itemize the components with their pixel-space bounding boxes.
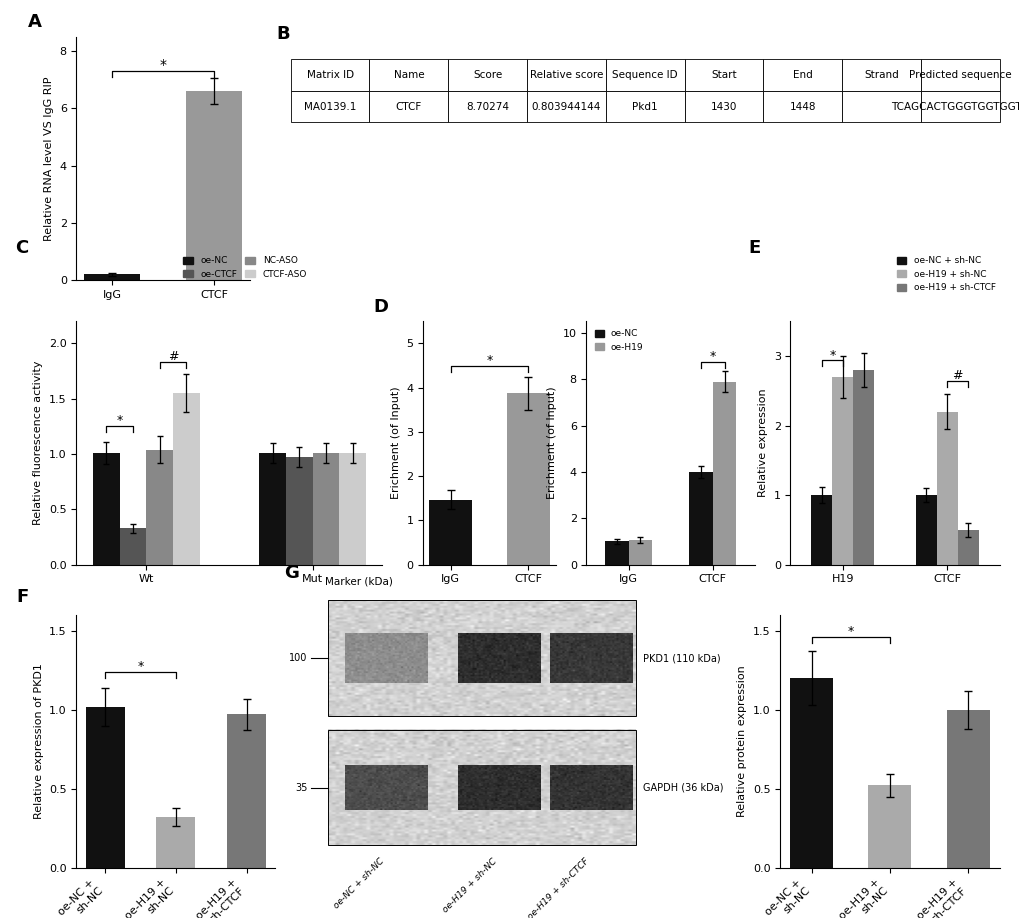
Bar — [86, 707, 124, 868]
Legend: oe-NC + sh-NC, oe-H19 + sh-NC, oe-H19 + sh-CTCF: oe-NC + sh-NC, oe-H19 + sh-NC, oe-H19 + … — [893, 252, 999, 297]
Bar — [429, 499, 472, 565]
Text: PKD1 (110 kDa): PKD1 (110 kDa) — [642, 654, 719, 663]
Bar — [93, 453, 119, 565]
Bar — [712, 382, 736, 565]
Bar — [85, 274, 141, 280]
Bar — [689, 472, 712, 565]
Bar — [259, 453, 285, 565]
Text: GAPDH (36 kDa): GAPDH (36 kDa) — [642, 783, 722, 792]
Bar — [628, 540, 651, 565]
Text: *: * — [709, 350, 715, 363]
Text: oe-H19 + sh-CTCF: oe-H19 + sh-CTCF — [526, 856, 591, 918]
Text: E: E — [748, 240, 760, 257]
Bar — [146, 450, 173, 565]
Text: B: B — [276, 25, 289, 43]
Bar — [328, 600, 635, 716]
Text: G: G — [283, 565, 299, 582]
Text: D: D — [373, 297, 387, 316]
Text: #: # — [167, 350, 178, 363]
Y-axis label: Erichment (of Input): Erichment (of Input) — [546, 386, 556, 499]
Bar — [915, 495, 936, 565]
Bar — [339, 453, 366, 565]
Bar — [185, 91, 242, 280]
Text: *: * — [116, 414, 122, 427]
Text: A: A — [28, 13, 42, 31]
Bar — [790, 678, 833, 868]
Text: *: * — [828, 349, 835, 362]
Bar — [604, 542, 628, 565]
Text: #: # — [952, 369, 962, 383]
Y-axis label: Relative RNA level VS IgG RIP: Relative RNA level VS IgG RIP — [44, 76, 54, 241]
Y-axis label: Relative expression: Relative expression — [757, 388, 767, 498]
Text: oe-NC + sh-NC: oe-NC + sh-NC — [332, 856, 386, 911]
Bar — [853, 370, 873, 565]
Legend: oe-NC, oe-CTCF, NC-ASO, CTCF-ASO: oe-NC, oe-CTCF, NC-ASO, CTCF-ASO — [178, 252, 311, 283]
Text: 35: 35 — [296, 783, 308, 792]
Y-axis label: Relative protein expression: Relative protein expression — [737, 666, 747, 817]
Text: 100: 100 — [289, 654, 308, 663]
Bar — [811, 495, 832, 565]
Bar — [173, 393, 200, 565]
Bar — [328, 730, 635, 845]
Bar — [936, 411, 957, 565]
Bar — [506, 394, 549, 565]
Text: *: * — [847, 625, 853, 638]
Text: *: * — [160, 58, 166, 72]
Bar — [946, 710, 988, 868]
Text: *: * — [486, 354, 492, 367]
Bar — [867, 786, 911, 868]
Y-axis label: Relative expression of PKD1: Relative expression of PKD1 — [34, 664, 44, 819]
Text: Marker (kDa): Marker (kDa) — [324, 577, 392, 587]
Bar — [832, 377, 852, 565]
Y-axis label: Relative fluorescence activity: Relative fluorescence activity — [34, 361, 44, 525]
Legend: oe-NC, oe-H19: oe-NC, oe-H19 — [590, 326, 646, 355]
Bar — [119, 528, 146, 565]
Text: *: * — [138, 660, 144, 673]
Y-axis label: Erichment (of Input): Erichment (of Input) — [390, 386, 400, 499]
Text: F: F — [16, 588, 30, 607]
Bar — [285, 457, 313, 565]
Text: oe-H19 + sh-NC: oe-H19 + sh-NC — [441, 856, 498, 914]
Bar — [313, 453, 339, 565]
Bar — [957, 530, 978, 565]
Text: C: C — [15, 240, 29, 257]
Bar — [227, 714, 266, 868]
Bar — [156, 817, 196, 868]
